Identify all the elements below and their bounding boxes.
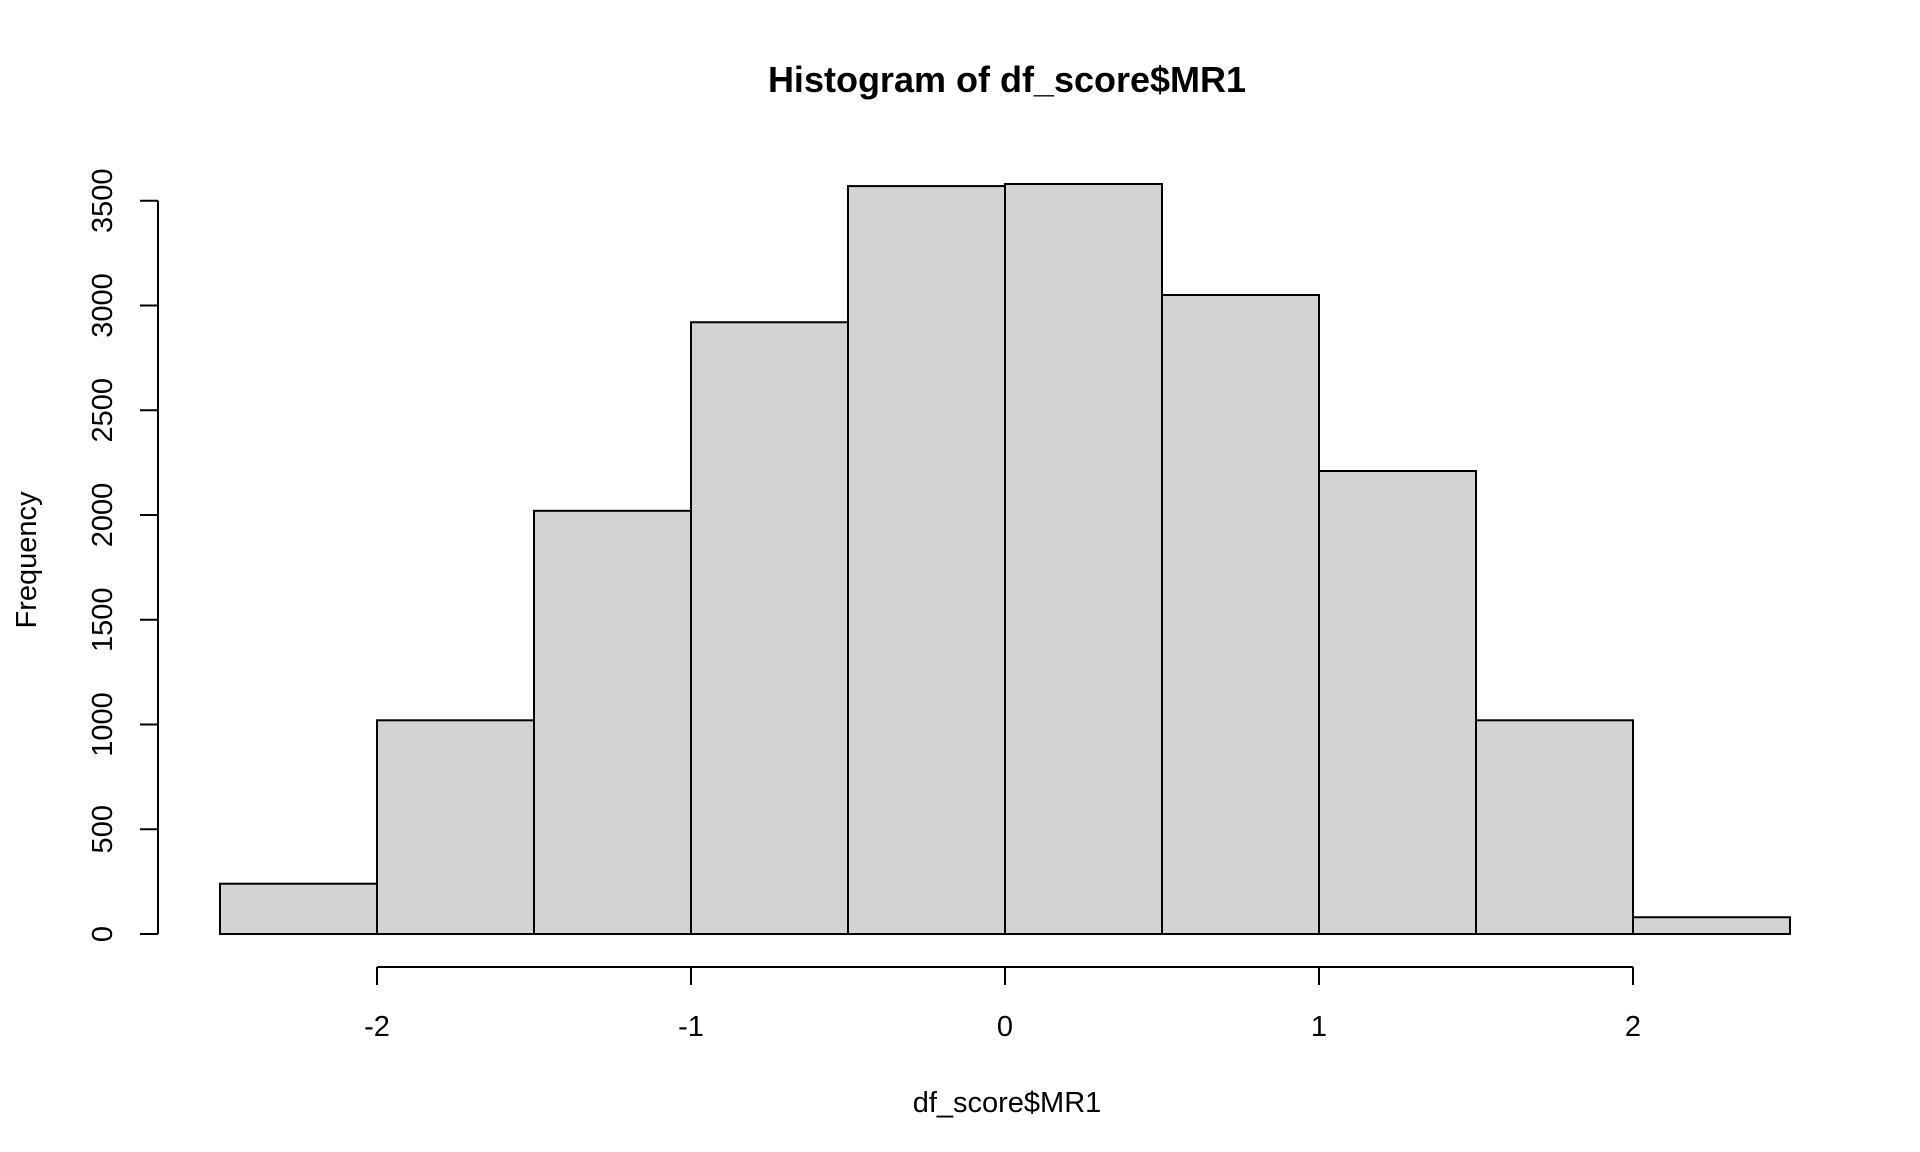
histogram-bar-3 bbox=[690, 321, 849, 935]
histogram-bar-1 bbox=[376, 719, 535, 935]
y-axis: 0 500 1000 1500 2000 2500 3000 3500 bbox=[87, 168, 159, 942]
x-tick-label-1: -1 bbox=[678, 1011, 704, 1043]
histogram-bar-2 bbox=[533, 509, 692, 935]
bars-group bbox=[219, 182, 1791, 936]
histogram-bar-7 bbox=[1318, 470, 1477, 935]
y-tick-label-1: 500 bbox=[87, 805, 119, 853]
x-tick-label-0: -2 bbox=[364, 1011, 390, 1043]
x-axis: -2 -1 0 1 2 bbox=[364, 966, 1641, 1043]
y-tick-label-7: 3500 bbox=[87, 168, 119, 233]
histogram-bar-5 bbox=[1004, 182, 1163, 936]
x-tick-label-4: 2 bbox=[1625, 1011, 1641, 1043]
x-tick-label-2: 0 bbox=[997, 1011, 1013, 1043]
histogram-bar-9 bbox=[1632, 916, 1791, 935]
histogram-bar-0 bbox=[219, 882, 378, 935]
y-tick-label-6: 3000 bbox=[87, 273, 119, 338]
x-tick-label-3: 1 bbox=[1311, 1011, 1327, 1043]
x-axis-label: df_score$MR1 bbox=[913, 1087, 1102, 1119]
y-tick-label-2: 1000 bbox=[87, 692, 119, 757]
histogram-bar-4 bbox=[847, 185, 1006, 935]
histogram-bar-8 bbox=[1475, 719, 1634, 935]
y-tick-label-0: 0 bbox=[87, 926, 119, 942]
y-tick-label-4: 2000 bbox=[87, 483, 119, 548]
y-tick-label-5: 2500 bbox=[87, 378, 119, 443]
y-tick-label-3: 1500 bbox=[87, 587, 119, 652]
histogram-bar-6 bbox=[1161, 294, 1320, 935]
chart-title: Histogram of df_score$MR1 bbox=[768, 59, 1246, 100]
y-axis-label: Frequency bbox=[11, 491, 43, 629]
